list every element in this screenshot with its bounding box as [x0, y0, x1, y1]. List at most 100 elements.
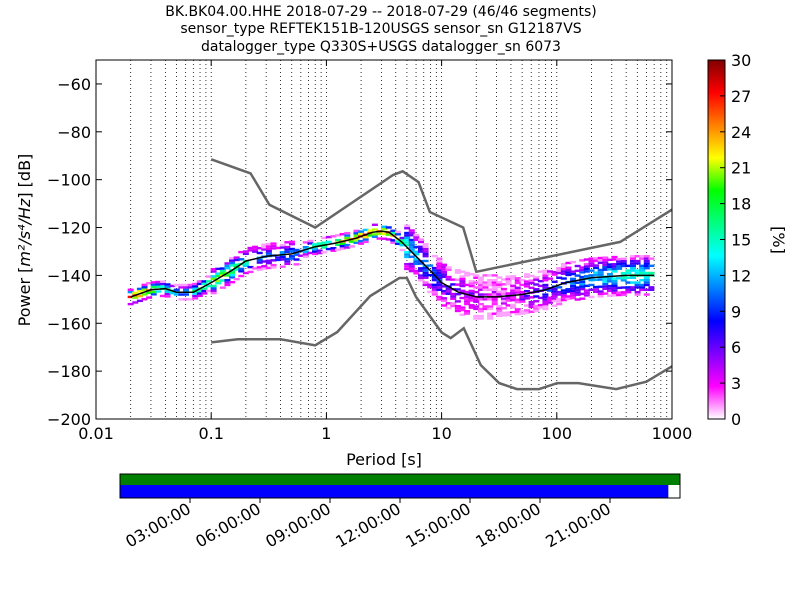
density-cell: [206, 275, 213, 278]
density-cell: [201, 280, 208, 283]
density-cell: [404, 267, 411, 271]
density-cell: [265, 252, 272, 255]
density-cell: [629, 267, 636, 270]
density-cell: [477, 293, 484, 296]
density-cell: [579, 266, 586, 269]
density-cell: [408, 243, 415, 247]
density-cell: [629, 276, 636, 279]
density-cell: [556, 286, 563, 289]
density-cell: [427, 273, 434, 277]
density-cell: [634, 286, 641, 289]
density-cell: [611, 282, 618, 285]
density-cell: [500, 287, 507, 291]
density-cell: [510, 303, 517, 307]
density-cell: [639, 271, 646, 275]
density-cell: [473, 307, 480, 311]
density-cell: [542, 283, 549, 287]
density-cell: [537, 296, 544, 300]
density-cell: [533, 288, 540, 291]
density-cell: [491, 278, 498, 282]
density-cell: [358, 239, 365, 243]
density-cell: [431, 269, 438, 272]
density-cell: [288, 247, 295, 251]
density-cell: [570, 282, 577, 285]
density-cell: [551, 290, 558, 293]
density-cell: [570, 272, 577, 276]
density-cell: [629, 262, 636, 265]
density-cell: [422, 252, 429, 256]
density-cell: [265, 261, 272, 265]
density-cell: [620, 293, 627, 296]
density-cell: [464, 295, 471, 299]
density-cell: [311, 243, 318, 246]
density-cell: [491, 293, 498, 296]
density-cell: [459, 277, 466, 281]
density-cell: [381, 237, 388, 240]
density-cell: [514, 312, 521, 316]
density-cell: [371, 235, 378, 238]
density-cell: [491, 286, 498, 289]
x-tick-label: 1000: [652, 424, 693, 443]
density-cell: [422, 281, 429, 284]
density-cell: [648, 257, 655, 260]
density-cell: [477, 298, 484, 301]
density-cell: [519, 278, 526, 282]
density-cell: [408, 269, 415, 273]
density-cell: [583, 267, 590, 271]
density-cell: [441, 285, 448, 288]
data-availability-bar: [120, 474, 680, 485]
density-cell: [422, 271, 429, 275]
density-cell: [335, 234, 342, 237]
density-cell: [579, 280, 586, 284]
density-cell: [229, 276, 236, 279]
density-cell: [570, 289, 577, 293]
density-cell: [519, 312, 526, 315]
density-cell: [643, 264, 650, 268]
density-cell: [362, 238, 369, 241]
density-cell: [611, 294, 618, 297]
density-cell: [229, 281, 236, 284]
density-cell: [196, 289, 203, 293]
density-cell: [192, 282, 199, 286]
density-cell: [639, 257, 646, 260]
density-cell: [482, 305, 489, 308]
colorbar-tick-label: 6: [731, 338, 741, 357]
density-cell: [639, 269, 646, 272]
density-cell: [215, 267, 222, 271]
density-cell: [275, 258, 282, 262]
density-cell: [284, 260, 291, 263]
density-cell: [496, 285, 503, 289]
density-cell: [441, 299, 448, 302]
density-cell: [491, 290, 498, 294]
colorbar-tick-label: 30: [731, 51, 751, 70]
density-cell: [473, 286, 480, 289]
density-cell: [616, 293, 623, 297]
density-cell: [565, 295, 572, 298]
density-cell: [634, 293, 641, 296]
density-cell: [441, 263, 448, 267]
density-cell: [450, 278, 457, 281]
density-cell: [643, 293, 650, 296]
density-cell: [288, 257, 295, 260]
density-cell: [399, 236, 406, 240]
density-cell: [293, 248, 300, 252]
density-cell: [441, 273, 448, 276]
density-cell: [500, 283, 507, 286]
density-cell: [404, 253, 411, 256]
title-line-2: sensor_type REFTEK151B-120USGS sensor_sn…: [180, 21, 581, 37]
density-cell: [542, 269, 549, 272]
density-cell: [556, 293, 563, 296]
density-cell: [468, 284, 475, 288]
density-cell: [643, 281, 650, 284]
density-cell: [616, 277, 623, 280]
density-cell: [182, 293, 189, 296]
density-cell: [464, 271, 471, 275]
x-axis-label: Period [s]: [346, 450, 422, 469]
density-cell: [528, 279, 535, 282]
density-cell: [464, 312, 471, 315]
density-cell: [270, 247, 277, 250]
density-cell: [141, 288, 148, 291]
density-cell: [606, 258, 613, 261]
density-cell: [579, 287, 586, 291]
density-cell: [505, 304, 512, 307]
